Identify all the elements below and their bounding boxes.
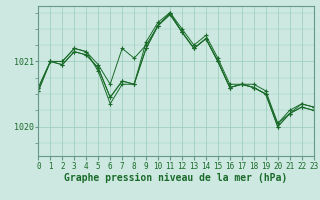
- X-axis label: Graphe pression niveau de la mer (hPa): Graphe pression niveau de la mer (hPa): [64, 173, 288, 183]
